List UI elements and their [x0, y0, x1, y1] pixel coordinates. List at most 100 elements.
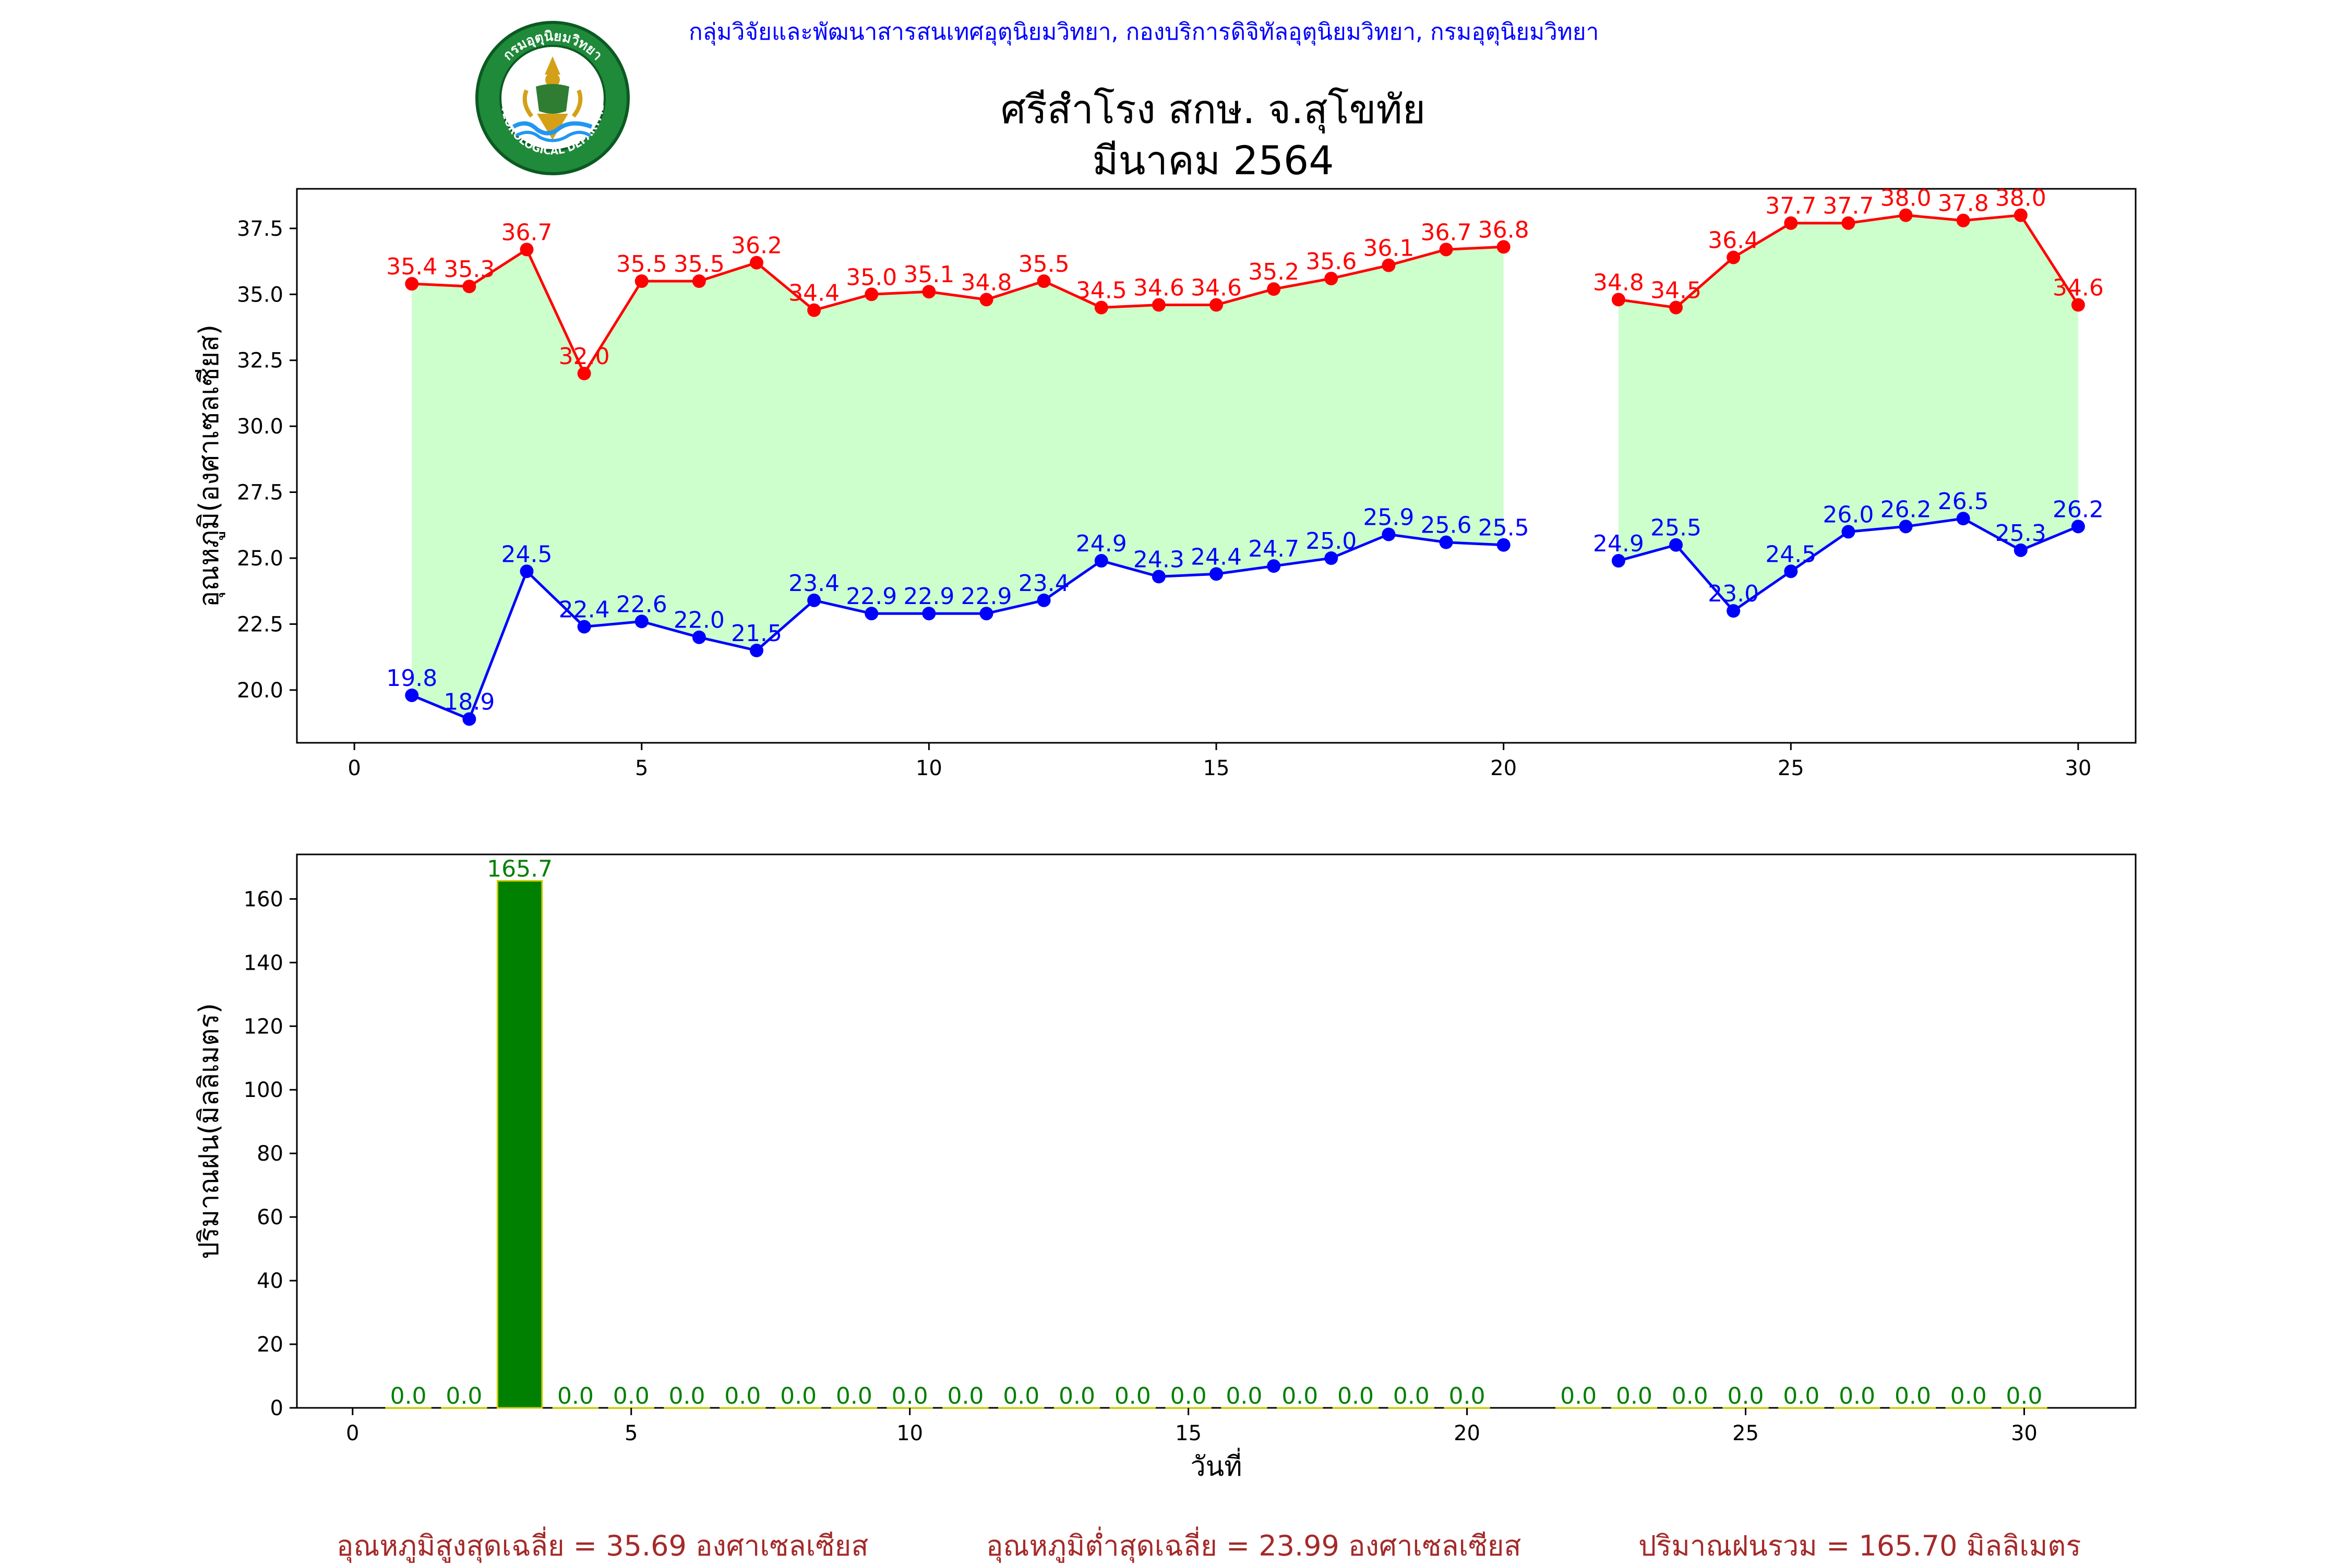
min-temp-data-label: 22.4	[559, 596, 610, 623]
rain-data-label: 0.0	[1115, 1383, 1151, 1409]
temp-ytick-label: 32.5	[237, 349, 283, 373]
min-temp-data-label: 25.9	[1363, 504, 1414, 530]
max-temp-point	[1094, 300, 1108, 315]
max-temp-point	[1152, 298, 1166, 312]
min-temp-point	[1324, 551, 1338, 565]
rain-data-label: 0.0	[446, 1383, 482, 1409]
min-temp-series: 19.818.924.522.4 22.622.0 21.523.4 22.9 22.9…	[386, 488, 2104, 726]
min-temp-point	[1611, 554, 1625, 568]
rain-bar	[496, 880, 543, 1409]
rain-data-label: 0.0	[390, 1383, 427, 1409]
max-temp-point	[807, 303, 821, 317]
max-temp-data-label: 38.0	[1880, 185, 1932, 212]
max-temp-point	[1899, 208, 1913, 222]
min-temp-point	[807, 593, 821, 607]
max-temp-point	[1382, 258, 1396, 272]
max-temp-point	[692, 274, 706, 288]
max-temp-point	[1496, 240, 1511, 254]
rain-data-label: 0.0	[947, 1383, 984, 1409]
rain-data-label: 0.0	[1170, 1383, 1207, 1409]
min-temp-data-label: 24.5	[1765, 541, 1816, 568]
rain-data-label: 0.0	[1226, 1383, 1262, 1409]
min-temp-data-label: 19.8	[386, 665, 437, 692]
min-temp-data-label: 23.0	[1708, 581, 1759, 607]
min-temp-data-label: 24.7	[1248, 536, 1299, 562]
rain-data-label: 0.0	[1783, 1383, 1819, 1409]
rain-series: 0.0 0.0 165.7 0.0 0.0 0.0 0.0 0.0 0.0 0.0 0.0 0.0 0.…	[385, 856, 2047, 1409]
min-temp-data-label: 25.3	[1995, 520, 2046, 547]
temp-axes: 0 5 10 15 20 25 30 20.0 22.5 25.0 27.5 30.0 32.5 35.0…	[194, 217, 2091, 780]
max-temp-data-label: 36.7	[1421, 219, 1472, 246]
rain-data-label: 0.0	[1337, 1383, 1374, 1409]
min-temp-point	[2014, 543, 2028, 557]
max-temp-data-label: 36.2	[731, 233, 782, 259]
temp-xtick-label: 15	[1203, 756, 1230, 780]
max-temp-point	[1324, 271, 1338, 285]
min-temp-data-label: 26.0	[1823, 501, 1874, 528]
max-temp-data-label: 35.2	[1248, 259, 1299, 285]
max-temp-data-label: 35.3	[444, 256, 495, 283]
min-temp-data-label: 24.3	[1133, 546, 1184, 573]
min-temp-point	[520, 564, 534, 578]
max-temp-data-label: 36.4	[1708, 227, 1759, 254]
temp-xtick-label: 0	[348, 756, 361, 780]
rain-data-label: 0.0	[892, 1383, 928, 1409]
max-temp-data-label: 36.7	[501, 219, 553, 246]
max-temp-data-label: 34.5	[1650, 278, 1702, 304]
min-temp-point	[1784, 564, 1798, 578]
rain-data-label: 0.0	[1449, 1383, 1486, 1409]
min-temp-point	[1956, 512, 1970, 526]
max-temp-data-label: 36.1	[1363, 235, 1414, 262]
rain-xtick-label: 30	[2011, 1421, 2038, 1445]
temp-xtick-label: 20	[1490, 756, 1517, 780]
rain-xtick-label: 25	[1732, 1421, 1759, 1445]
rain-ytick-label: 40	[257, 1269, 283, 1293]
min-temp-data-label: 22.9	[846, 583, 897, 610]
min-temp-point	[405, 688, 419, 702]
temp-ytick-label: 25.0	[237, 547, 283, 571]
min-temp-point	[1727, 604, 1741, 618]
min-temp-point	[1899, 520, 1913, 534]
rain-ytick-label: 120	[244, 1015, 283, 1039]
rain-data-label: 0.0	[724, 1383, 761, 1409]
rain-data-label: 0.0	[1560, 1383, 1597, 1409]
max-temp-data-label: 34.4	[788, 280, 840, 307]
max-temp-data-label: 34.6	[2053, 275, 2104, 301]
rain-data-label: 0.0	[1727, 1383, 1764, 1409]
max-temp-data-label: 34.6	[1133, 275, 1184, 301]
rain-data-label: 0.0	[1059, 1383, 1095, 1409]
rain-plot-frame	[296, 853, 2137, 1409]
rain-ytick-label: 100	[244, 1078, 283, 1102]
max-temp-point	[1727, 250, 1741, 264]
min-temp-point	[750, 644, 763, 657]
temp-ytick-label: 30.0	[237, 415, 283, 439]
max-temp-point	[1439, 243, 1453, 257]
rain-ytick-label: 20	[257, 1333, 283, 1357]
temp-xtick-label: 10	[916, 756, 942, 780]
max-temp-point	[865, 287, 879, 301]
min-temp-data-label: 24.9	[1593, 530, 1644, 557]
min-temp-point	[865, 607, 879, 621]
rain-xtick-label: 15	[1175, 1421, 1202, 1445]
rain-data-label: 0.0	[1616, 1383, 1652, 1409]
min-temp-point	[692, 630, 706, 644]
max-temp-data-label: 35.4	[386, 254, 437, 280]
chart-title-station: ศรีสำโรง สกษ. จ.สุโขทัย	[1000, 86, 1426, 132]
max-temp-point	[405, 277, 419, 291]
max-temp-point	[1841, 216, 1855, 230]
max-temp-data-label: 37.7	[1765, 193, 1816, 220]
min-temp-point	[1209, 567, 1223, 581]
min-temp-point	[1152, 570, 1166, 584]
max-temp-point	[462, 280, 476, 294]
rain-data-label: 0.0	[669, 1383, 705, 1409]
temp-xtick-label: 5	[635, 756, 648, 780]
temp-xtick-label: 25	[1778, 756, 1804, 780]
rain-xtick-label: 5	[625, 1421, 638, 1445]
min-temp-point	[1382, 527, 1396, 541]
min-temp-point	[1841, 525, 1855, 539]
summary-total-rain: ปริมาณฝนรวม = 165.70 มิลลิเมตร	[1638, 1529, 2081, 1562]
max-temp-point	[1784, 216, 1798, 230]
min-temp-data-label: 23.4	[788, 570, 840, 597]
summary-avg-max: อุณหภูมิสูงสุดเฉลี่ย = 35.69 องศาเซลเซีย…	[337, 1529, 869, 1562]
